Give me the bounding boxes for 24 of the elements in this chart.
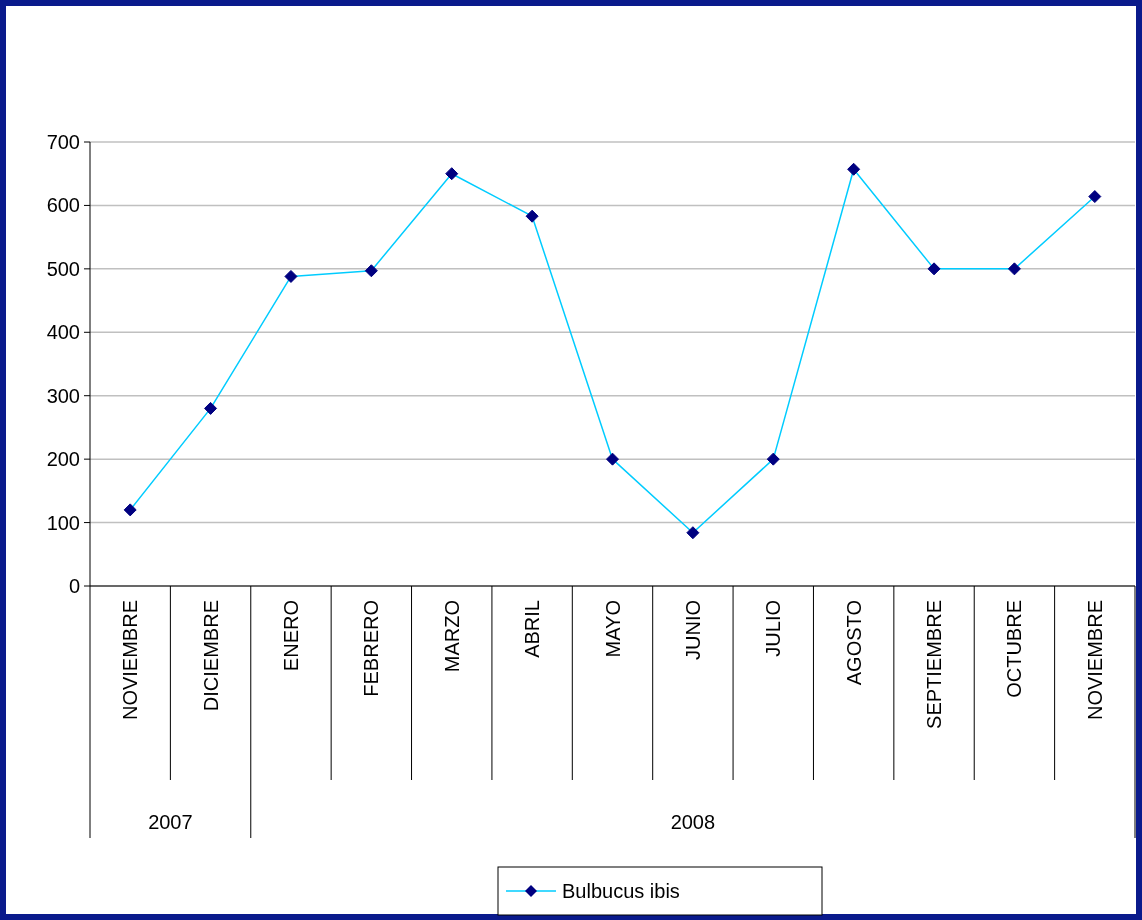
y-tick-label: 100 — [46, 511, 80, 534]
x-tick-label: NOVIEMBRE — [119, 600, 142, 721]
text: 2008 — [670, 811, 716, 833]
x-tick-label: FEBRERO — [360, 600, 383, 697]
x-tick-label: JULIO — [762, 600, 785, 657]
x-tick-label: MARZO — [440, 600, 463, 673]
y-tick-label: 500 — [46, 257, 80, 280]
y-tick-label: 700 — [46, 131, 80, 153]
y-tick-label: 300 — [46, 384, 80, 407]
x-tick-label: ABRIL — [521, 600, 544, 658]
y-tick-label: 0 — [68, 575, 80, 597]
x-tick-label: OCTUBRE — [1003, 600, 1026, 698]
y-tick-label: 600 — [46, 194, 80, 217]
y-tick-label: 400 — [46, 321, 80, 344]
x-tick-label: ENERO — [279, 600, 302, 672]
x-tick-label: DICIEMBRE — [199, 600, 222, 712]
x-tick-label: NOVIEMBRE — [1083, 600, 1106, 721]
x-tick-label: SEPTIEMBRE — [923, 600, 946, 729]
x-tick-label: MAYO — [601, 600, 624, 658]
x-tick-label: AGOSTO — [842, 600, 865, 686]
text: 2007 — [148, 811, 193, 833]
legend-label: Bulbucus ibis — [562, 880, 680, 902]
x-tick-label: JUNIO — [681, 600, 704, 660]
y-tick-label: 200 — [46, 448, 80, 471]
